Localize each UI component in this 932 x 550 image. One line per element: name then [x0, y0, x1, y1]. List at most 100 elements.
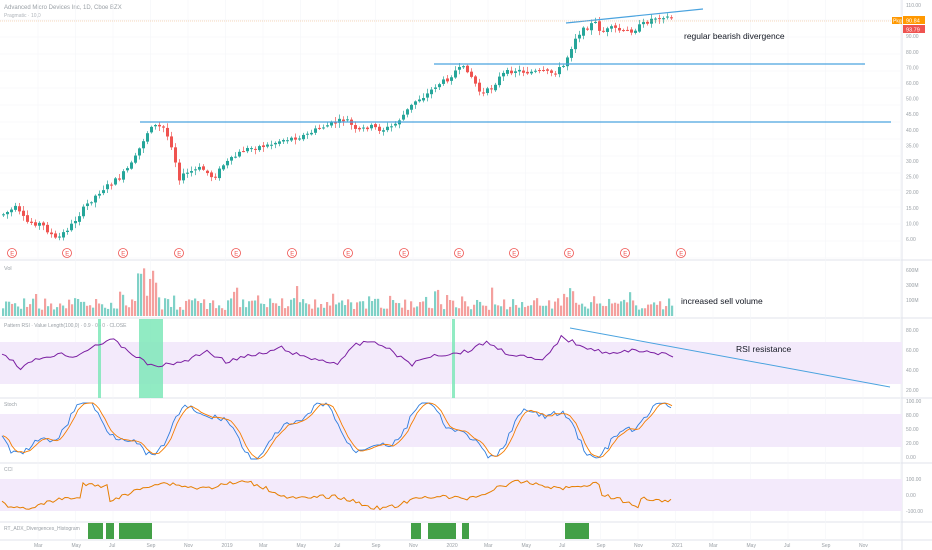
volume-bar [188, 299, 191, 316]
volume-bar [326, 302, 329, 316]
volume-bar [578, 304, 581, 316]
price-axis: 110.00100.0090.0080.0070.0060.0050.0045.… [906, 3, 922, 243]
volume-bar [158, 297, 161, 316]
candle-body [298, 138, 301, 140]
volume-bar [116, 308, 119, 316]
volume-bar [224, 309, 227, 316]
time-axis-tick: May [72, 543, 82, 549]
volume-bar [635, 305, 638, 316]
candle-body [14, 205, 17, 210]
stoch-pane-title: Stoch [4, 402, 17, 408]
volume-bar [221, 308, 224, 316]
time-axis-tick: Nov [859, 543, 868, 549]
candle-body [494, 84, 497, 91]
volume-bar [398, 303, 401, 316]
candle-body [458, 66, 461, 70]
time-axis-tick: Mar [34, 543, 43, 549]
volume-bar [596, 303, 599, 316]
candle-body [282, 140, 285, 142]
candle-body [546, 69, 549, 71]
volume-bar [119, 291, 122, 316]
volume-bar [662, 309, 665, 316]
candle-body [62, 232, 65, 238]
candle-body [54, 233, 57, 238]
rsi-resistance-line[interactable] [569, 327, 891, 388]
earnings-marker-label: E [679, 252, 683, 258]
volume-bar [392, 300, 395, 316]
earnings-marker-icon [231, 248, 241, 258]
volume-bar [599, 303, 602, 316]
volume-bar [503, 299, 506, 316]
volume-bar [161, 309, 164, 316]
candle-body [206, 170, 209, 174]
candle-body [58, 236, 61, 238]
symbol-subtitle: Pragmatic · 10,0 [4, 13, 41, 19]
candle-body [334, 121, 337, 124]
candle-body [138, 148, 141, 156]
earnings-marker-label: E [10, 252, 14, 258]
candle-body [518, 69, 521, 72]
candle-body [134, 155, 137, 163]
candle-body [274, 142, 277, 145]
volume-bar [539, 305, 542, 316]
volume-axis-tick: 300M [906, 283, 919, 289]
price-badge-tag-bg [892, 17, 902, 24]
candle-body [622, 30, 625, 32]
candle-body [662, 18, 665, 20]
volume-bar [332, 293, 335, 316]
time-axis-tick: Jul [109, 543, 115, 549]
time-axis-tick: 2021 [672, 543, 683, 549]
volume-bar [365, 308, 368, 316]
volume-bar [335, 304, 338, 316]
trendline-top-divergence[interactable] [565, 8, 704, 24]
candle-body [170, 136, 173, 148]
earnings-marker-icon [454, 248, 464, 258]
time-axis-tick: 2020 [447, 543, 458, 549]
candle-body [330, 121, 333, 126]
volume-bar [356, 302, 359, 316]
volume-bar [413, 307, 416, 316]
volume-bar [479, 301, 482, 316]
candle-body [654, 18, 657, 20]
candle-body [602, 30, 605, 32]
candle-body [70, 223, 73, 231]
candle-body [526, 71, 529, 74]
volume-bar [659, 301, 662, 316]
volume-bar [629, 292, 632, 316]
volume-bars [2, 268, 674, 316]
volume-bar [176, 309, 179, 316]
rsi-axis-tick: 80.00 [906, 328, 919, 334]
candle-body [214, 176, 217, 178]
volume-bar [314, 299, 317, 316]
candle-body [130, 162, 133, 169]
stoch-axis-tick: 0.00 [906, 455, 916, 461]
cci-line [1, 479, 672, 511]
annotation-sell-volume: increased sell volume [681, 296, 763, 306]
volume-bar [626, 302, 629, 316]
volume-bar [47, 306, 50, 316]
time-axis-tick: Sep [822, 543, 831, 549]
candle-body [578, 34, 581, 39]
volume-bar [485, 305, 488, 316]
candle-body [294, 137, 297, 140]
earnings-marker-icon [564, 248, 574, 258]
volume-bar [305, 303, 308, 316]
volume-bar [605, 306, 608, 316]
volume-bar [521, 302, 524, 316]
volume-bar [323, 307, 326, 316]
annotation-rsi-resistance: RSI resistance [736, 344, 792, 354]
volume-bar [482, 305, 485, 316]
candle-body [230, 157, 233, 161]
candle-body [210, 172, 213, 178]
volume-bar [257, 295, 260, 316]
candle-body [246, 147, 249, 152]
volume-bar [311, 308, 314, 316]
volume-bar [215, 308, 218, 316]
volume-bar [593, 296, 596, 316]
volume-bar [653, 302, 656, 316]
volume-bar [296, 286, 299, 316]
volume-bar [656, 304, 659, 316]
time-axis-tick: May [297, 543, 307, 549]
candle-body [374, 124, 377, 128]
